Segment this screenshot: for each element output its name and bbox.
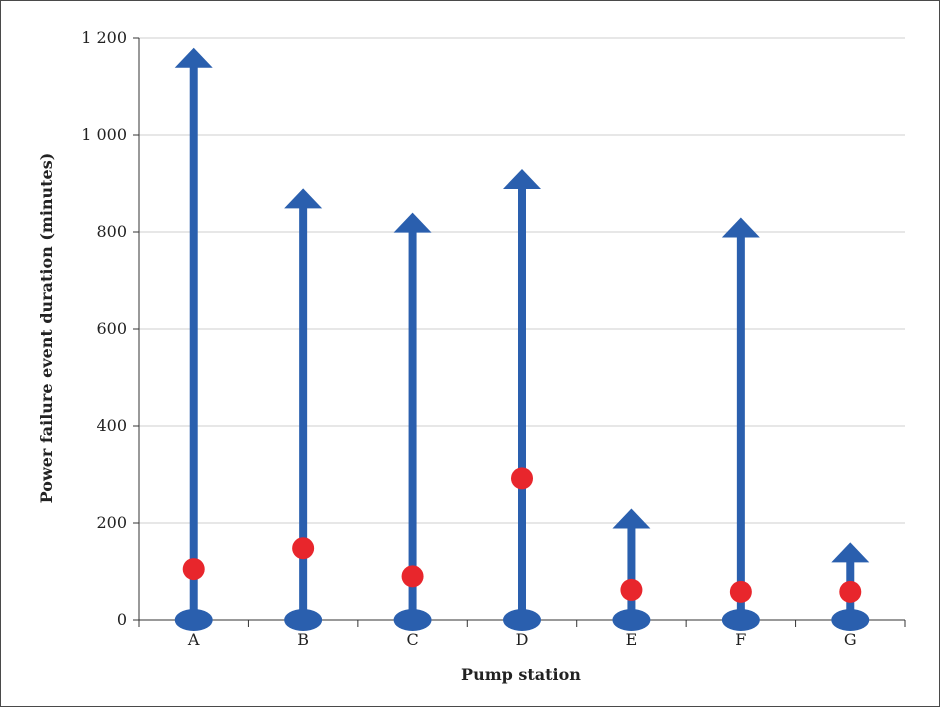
y-tick-label: 800	[96, 222, 127, 241]
y-tick-label: 600	[96, 319, 127, 338]
y-tick-label: 1 200	[81, 28, 127, 47]
x-tick-label: B	[297, 630, 309, 649]
data-point	[511, 467, 533, 490]
range-base-marker	[831, 609, 870, 631]
range-arrow-head	[503, 168, 541, 189]
y-ticks: 0 200 400 600 800 1 000 1 200	[81, 28, 139, 629]
x-tick-label: E	[626, 630, 638, 649]
data-point	[729, 580, 752, 603]
range-arrow-head	[721, 217, 760, 238]
range-base-marker	[284, 609, 323, 631]
range-base-marker	[612, 609, 651, 631]
x-tick-label: A	[187, 630, 200, 649]
range-arrow-head	[831, 542, 870, 563]
data-point	[401, 565, 424, 588]
range-base-marker	[174, 609, 213, 631]
y-tick-label: 1 000	[81, 125, 127, 144]
y-tick-label: 200	[96, 513, 127, 532]
data-point	[182, 558, 205, 581]
range-base-marker	[721, 609, 760, 631]
gridlines	[139, 37, 905, 524]
x-tick-label: G	[844, 630, 857, 649]
range-arrow-head	[284, 188, 323, 209]
range-arrow-head	[393, 212, 432, 233]
data-point	[620, 578, 643, 601]
data-point	[292, 537, 315, 560]
range-arrow-head	[174, 47, 213, 68]
y-tick-label: 400	[96, 416, 127, 435]
y-tick-label: 0	[117, 610, 127, 629]
data-point	[839, 580, 862, 603]
range-base-marker	[393, 609, 432, 631]
x-ticks: A B C D E F G	[138, 620, 906, 649]
range-base-marker	[503, 609, 541, 631]
x-tick-label: D	[516, 630, 529, 649]
data-marks	[174, 47, 870, 631]
range-arrow-head	[612, 508, 651, 529]
x-tick-label: F	[735, 630, 746, 649]
y-axis-title: Power failure event duration (minutes)	[37, 153, 56, 504]
x-axis-title: Pump station	[461, 665, 581, 684]
x-tick-label: C	[406, 630, 418, 649]
